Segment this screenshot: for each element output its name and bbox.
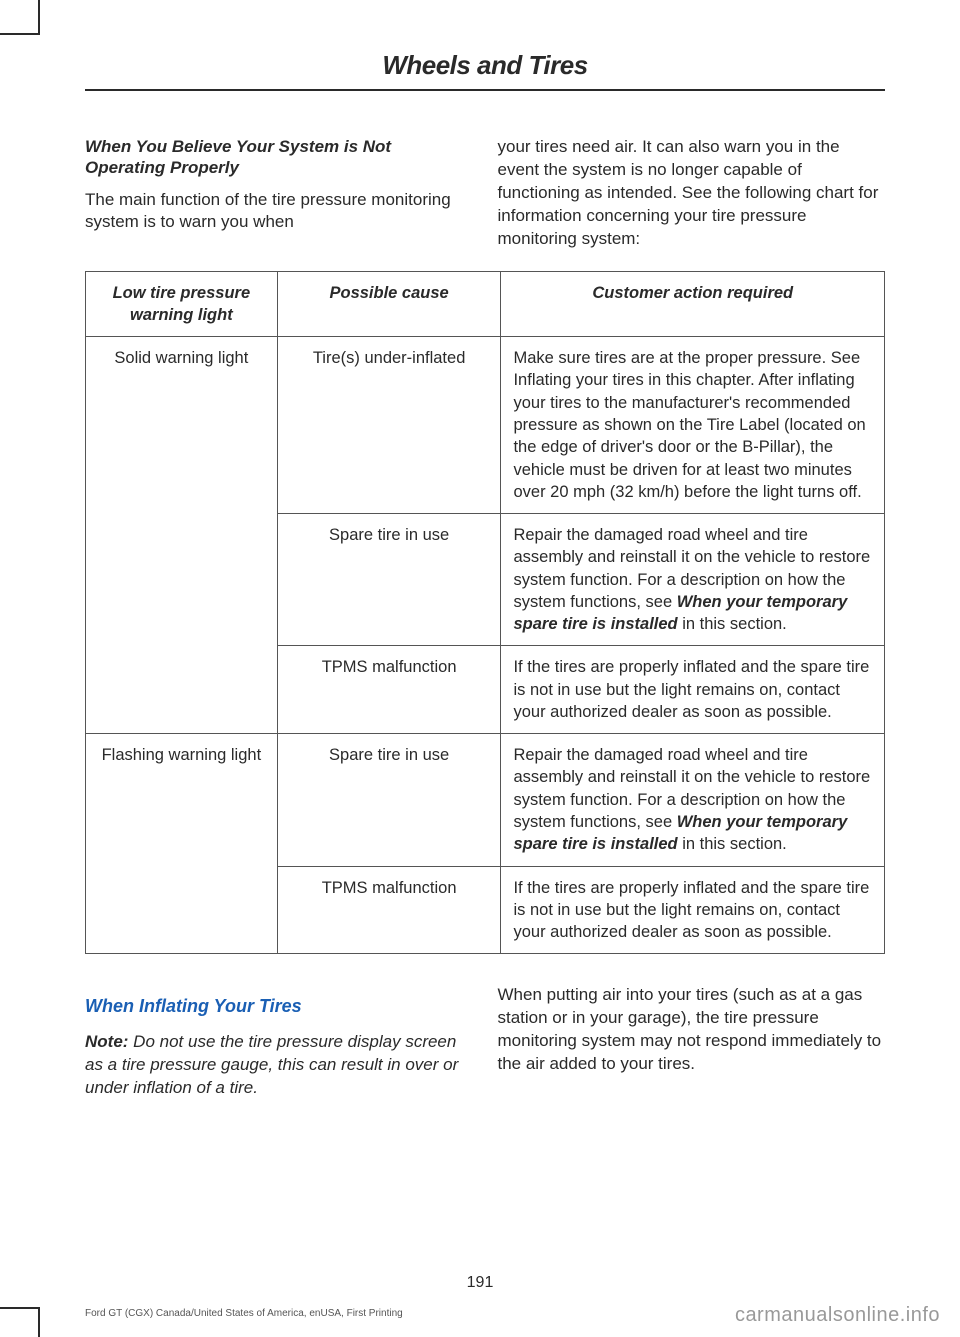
th-warning-light: Low tire pressure warning light: [86, 271, 278, 337]
cell-cause: TPMS malfunction: [277, 646, 501, 734]
fineprint: Ford GT (CGX) Canada/United States of Am…: [85, 1308, 403, 1319]
table-header-row: Low tire pressure warning light Possible…: [86, 271, 885, 337]
lower-right-column: When putting air into your tires (such a…: [498, 984, 886, 1099]
chapter-title: Wheels and Tires: [85, 50, 885, 81]
note-paragraph: Note: Do not use the tire pressure displ…: [85, 1031, 473, 1100]
intro-right-body: your tires need air. It can also warn yo…: [498, 136, 886, 251]
cell-warning-solid: Solid warning light: [86, 337, 278, 734]
inflating-heading: When Inflating Your Tires: [85, 994, 473, 1018]
cell-action: If the tires are properly inflated and t…: [501, 646, 885, 734]
lower-right-body: When putting air into your tires (such a…: [498, 984, 886, 1076]
th-customer-action: Customer action required: [501, 271, 885, 337]
table-body: Solid warning light Tire(s) under-inflat…: [86, 337, 885, 954]
title-rule: [85, 89, 885, 91]
watermark: carmanualsonline.info: [735, 1304, 940, 1327]
intro-left-body: The main function of the tire pressure m…: [85, 189, 473, 235]
table-row: Solid warning light Tire(s) under-inflat…: [86, 337, 885, 514]
crop-mark-bottom-left: [0, 1307, 40, 1337]
cell-cause: TPMS malfunction: [277, 866, 501, 954]
action-post: in this section.: [678, 835, 787, 853]
crop-mark-top-left: [0, 0, 40, 35]
page-content: Wheels and Tires When You Believe Your S…: [0, 0, 960, 1139]
cell-cause: Tire(s) under-inflated: [277, 337, 501, 514]
lower-left-column: When Inflating Your Tires Note: Do not u…: [85, 984, 473, 1099]
action-pre: Make sure tires are at the proper pressu…: [513, 349, 865, 501]
cell-action: Repair the damaged road wheel and tire a…: [501, 734, 885, 866]
tpms-table: Low tire pressure warning light Possible…: [85, 271, 885, 955]
lower-columns: When Inflating Your Tires Note: Do not u…: [85, 984, 885, 1099]
th-possible-cause: Possible cause: [277, 271, 501, 337]
intro-columns: When You Believe Your System is Not Oper…: [85, 136, 885, 251]
cell-warning-flashing: Flashing warning light: [86, 734, 278, 954]
action-post: in this section.: [678, 615, 787, 633]
intro-subheading: When You Believe Your System is Not Oper…: [85, 136, 473, 179]
cell-cause: Spare tire in use: [277, 514, 501, 646]
intro-right-column: your tires need air. It can also warn yo…: [498, 136, 886, 251]
table-row: Flashing warning light Spare tire in use…: [86, 734, 885, 866]
note-text: Do not use the tire pressure display scr…: [85, 1032, 458, 1097]
cell-action: Repair the damaged road wheel and tire a…: [501, 514, 885, 646]
action-pre: If the tires are properly inflated and t…: [513, 658, 869, 721]
cell-action: Make sure tires are at the proper pressu…: [501, 337, 885, 514]
action-pre: If the tires are properly inflated and t…: [513, 879, 869, 942]
page-number: 191: [0, 1274, 960, 1292]
cell-action: If the tires are properly inflated and t…: [501, 866, 885, 954]
note-label: Note:: [85, 1032, 128, 1051]
cell-cause: Spare tire in use: [277, 734, 501, 866]
intro-left-column: When You Believe Your System is Not Oper…: [85, 136, 473, 251]
